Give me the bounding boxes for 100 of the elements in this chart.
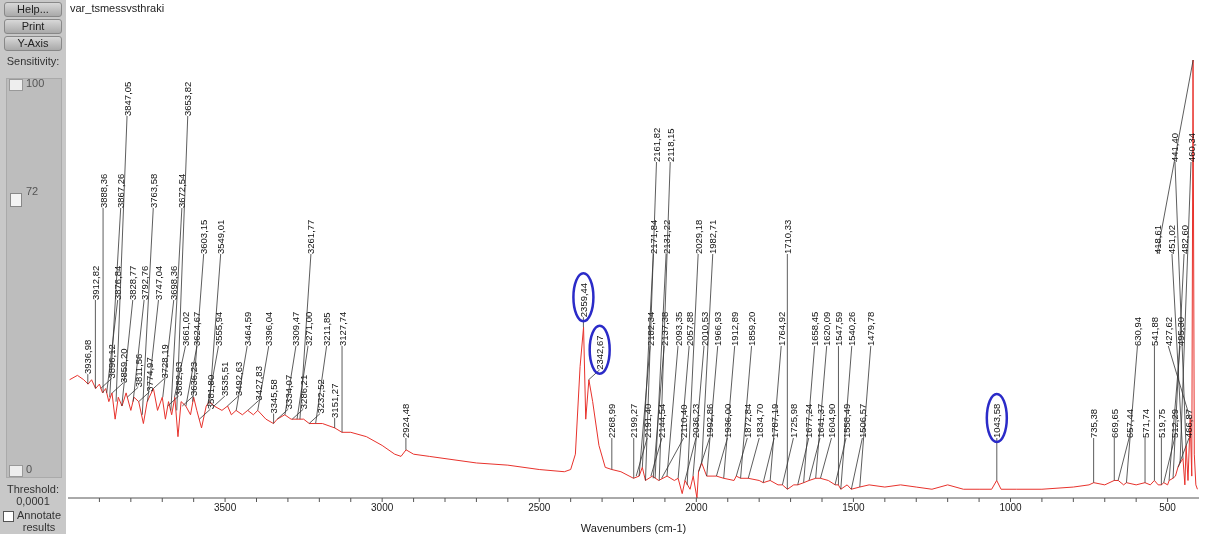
annotation: 1677,24 <box>803 403 815 438</box>
annotation: 460,34 <box>1185 132 1197 162</box>
annotation: 571,74 <box>1139 408 1151 438</box>
x-tick-label: 1000 <box>999 502 1023 514</box>
annotation: 441,40 <box>1169 132 1181 162</box>
x-axis-title: Wavenumbers (cm-1) <box>580 522 687 534</box>
annotation: 3261,77 <box>305 219 317 254</box>
x-tick-label: 2000 <box>685 502 708 514</box>
text: Help... <box>4 2 62 17</box>
annotation: 427,62 <box>1162 316 1174 346</box>
annotation: 3792,76 <box>138 265 150 300</box>
annotation: 3763,58 <box>147 173 159 208</box>
annotation: 2036,23 <box>690 403 702 438</box>
annotation: 1834,70 <box>753 403 765 438</box>
annotation: 2118,15 <box>664 128 676 162</box>
annotation: 2342,67 <box>594 335 606 370</box>
annotation: 1620,09 <box>821 311 833 346</box>
annotation: 3309,47 <box>290 311 302 346</box>
annotation: 3876,84 <box>112 265 124 300</box>
annotation: 1725,98 <box>787 403 799 438</box>
annotation: 1787,19 <box>768 403 780 438</box>
annotation: 3698,36 <box>168 265 180 300</box>
annotation: 3828,77 <box>127 265 139 300</box>
text: Print <box>4 19 62 34</box>
annotation: 2093,35 <box>672 311 684 346</box>
annotation: 3396,04 <box>263 311 275 346</box>
annotation: 541,88 <box>1148 316 1160 346</box>
annotation: 3127,74 <box>336 311 348 346</box>
annotation: 466,87 <box>1183 408 1195 438</box>
annotation: 3636,23 <box>187 361 199 397</box>
annotation: 3867,26 <box>115 173 127 208</box>
annotation: 3464,59 <box>241 311 253 346</box>
annotation: 451,02 <box>1166 224 1178 254</box>
annotation: 1506,57 <box>856 403 868 438</box>
annotation: 1604,90 <box>825 403 837 438</box>
annotation: 3912,82 <box>89 265 101 300</box>
annotation: 630,94 <box>1131 316 1143 346</box>
annotation: 1558,49 <box>840 403 852 438</box>
annotation: 1859,20 <box>746 311 758 346</box>
annotation: 3232,52 <box>314 379 326 414</box>
annotation: 3345,58 <box>268 379 280 414</box>
annotation: 2144,54 <box>656 403 668 438</box>
annotation: 735,38 <box>1088 408 1100 438</box>
x-tick-label: 3000 <box>371 502 394 514</box>
annotation: 2137,38 <box>658 311 670 346</box>
annotation: 3682,83 <box>173 361 185 397</box>
annotation: 3936,98 <box>82 339 94 375</box>
annotation: 3847,05 <box>121 81 133 116</box>
annotation: 3896,12 <box>106 344 118 379</box>
annotation: 3151,27 <box>329 383 341 418</box>
annotation: 519,75 <box>1155 408 1167 438</box>
text: 0,0001 <box>16 495 50 507</box>
annotation: 3747,04 <box>152 265 164 300</box>
annotation: 3334,07 <box>282 374 294 410</box>
annotation: 3653,82 <box>182 81 194 116</box>
annotation: 3859,20 <box>117 348 129 383</box>
x-tick-label: 500 <box>1159 502 1177 514</box>
annotation: 3549,01 <box>215 219 227 254</box>
annotation: 669,65 <box>1108 408 1120 438</box>
annotation: 1658,45 <box>809 311 821 346</box>
annotation: 2182,34 <box>644 311 656 346</box>
annotation: 3888,36 <box>97 173 109 208</box>
annotation: 3286,21 <box>297 374 309 410</box>
annotation: 2110,40 <box>678 404 690 438</box>
annotation: 2029,18 <box>692 219 704 254</box>
x-tick-label: 3500 <box>213 502 237 514</box>
text: 0 <box>26 463 33 475</box>
annotation: 3811,56 <box>132 353 144 388</box>
chart-title: var_tsmessvsthraki <box>70 2 165 14</box>
annotation: 3624,67 <box>191 311 203 346</box>
annotation: 1540,26 <box>846 311 858 346</box>
annotation: 2924,48 <box>400 403 412 438</box>
annotation: 3555,94 <box>213 311 225 346</box>
annotation: 1764,92 <box>775 311 787 346</box>
annotation: 1912,89 <box>729 311 741 346</box>
annotation: 3728,19 <box>158 344 170 379</box>
annotation: 1710,33 <box>781 219 793 254</box>
annotation: 3427,83 <box>253 366 265 401</box>
annotation: 1641,37 <box>814 403 826 438</box>
annotation: 1982,71 <box>707 219 719 254</box>
annotation: 3661,02 <box>180 311 191 346</box>
annotation: 2359,44 <box>577 282 589 318</box>
x-tick-label: 1500 <box>842 502 865 514</box>
annotation: 1872,84 <box>741 403 753 438</box>
text: Threshold: <box>7 483 59 495</box>
annotation: 512,29 <box>1169 408 1181 438</box>
annotation: 1966,93 <box>712 311 724 346</box>
annotation: 1547,59 <box>832 311 844 346</box>
annotation: 482,60 <box>1178 224 1190 254</box>
annotation: 1992,86 <box>704 403 716 438</box>
annotation: 1043,58 <box>991 403 1003 438</box>
annotation: 657,44 <box>1123 408 1135 438</box>
annotation: 3774,97 <box>144 357 156 392</box>
text: 72 <box>26 185 39 198</box>
text: Annotate results <box>15 509 62 533</box>
annotation: 2057,88 <box>683 311 695 346</box>
annotation: 495,30 <box>1174 316 1186 346</box>
annotation: 1936,00 <box>721 403 733 438</box>
annotation: 2171,84 <box>647 219 659 254</box>
annotation: 3492,63 <box>232 361 244 397</box>
